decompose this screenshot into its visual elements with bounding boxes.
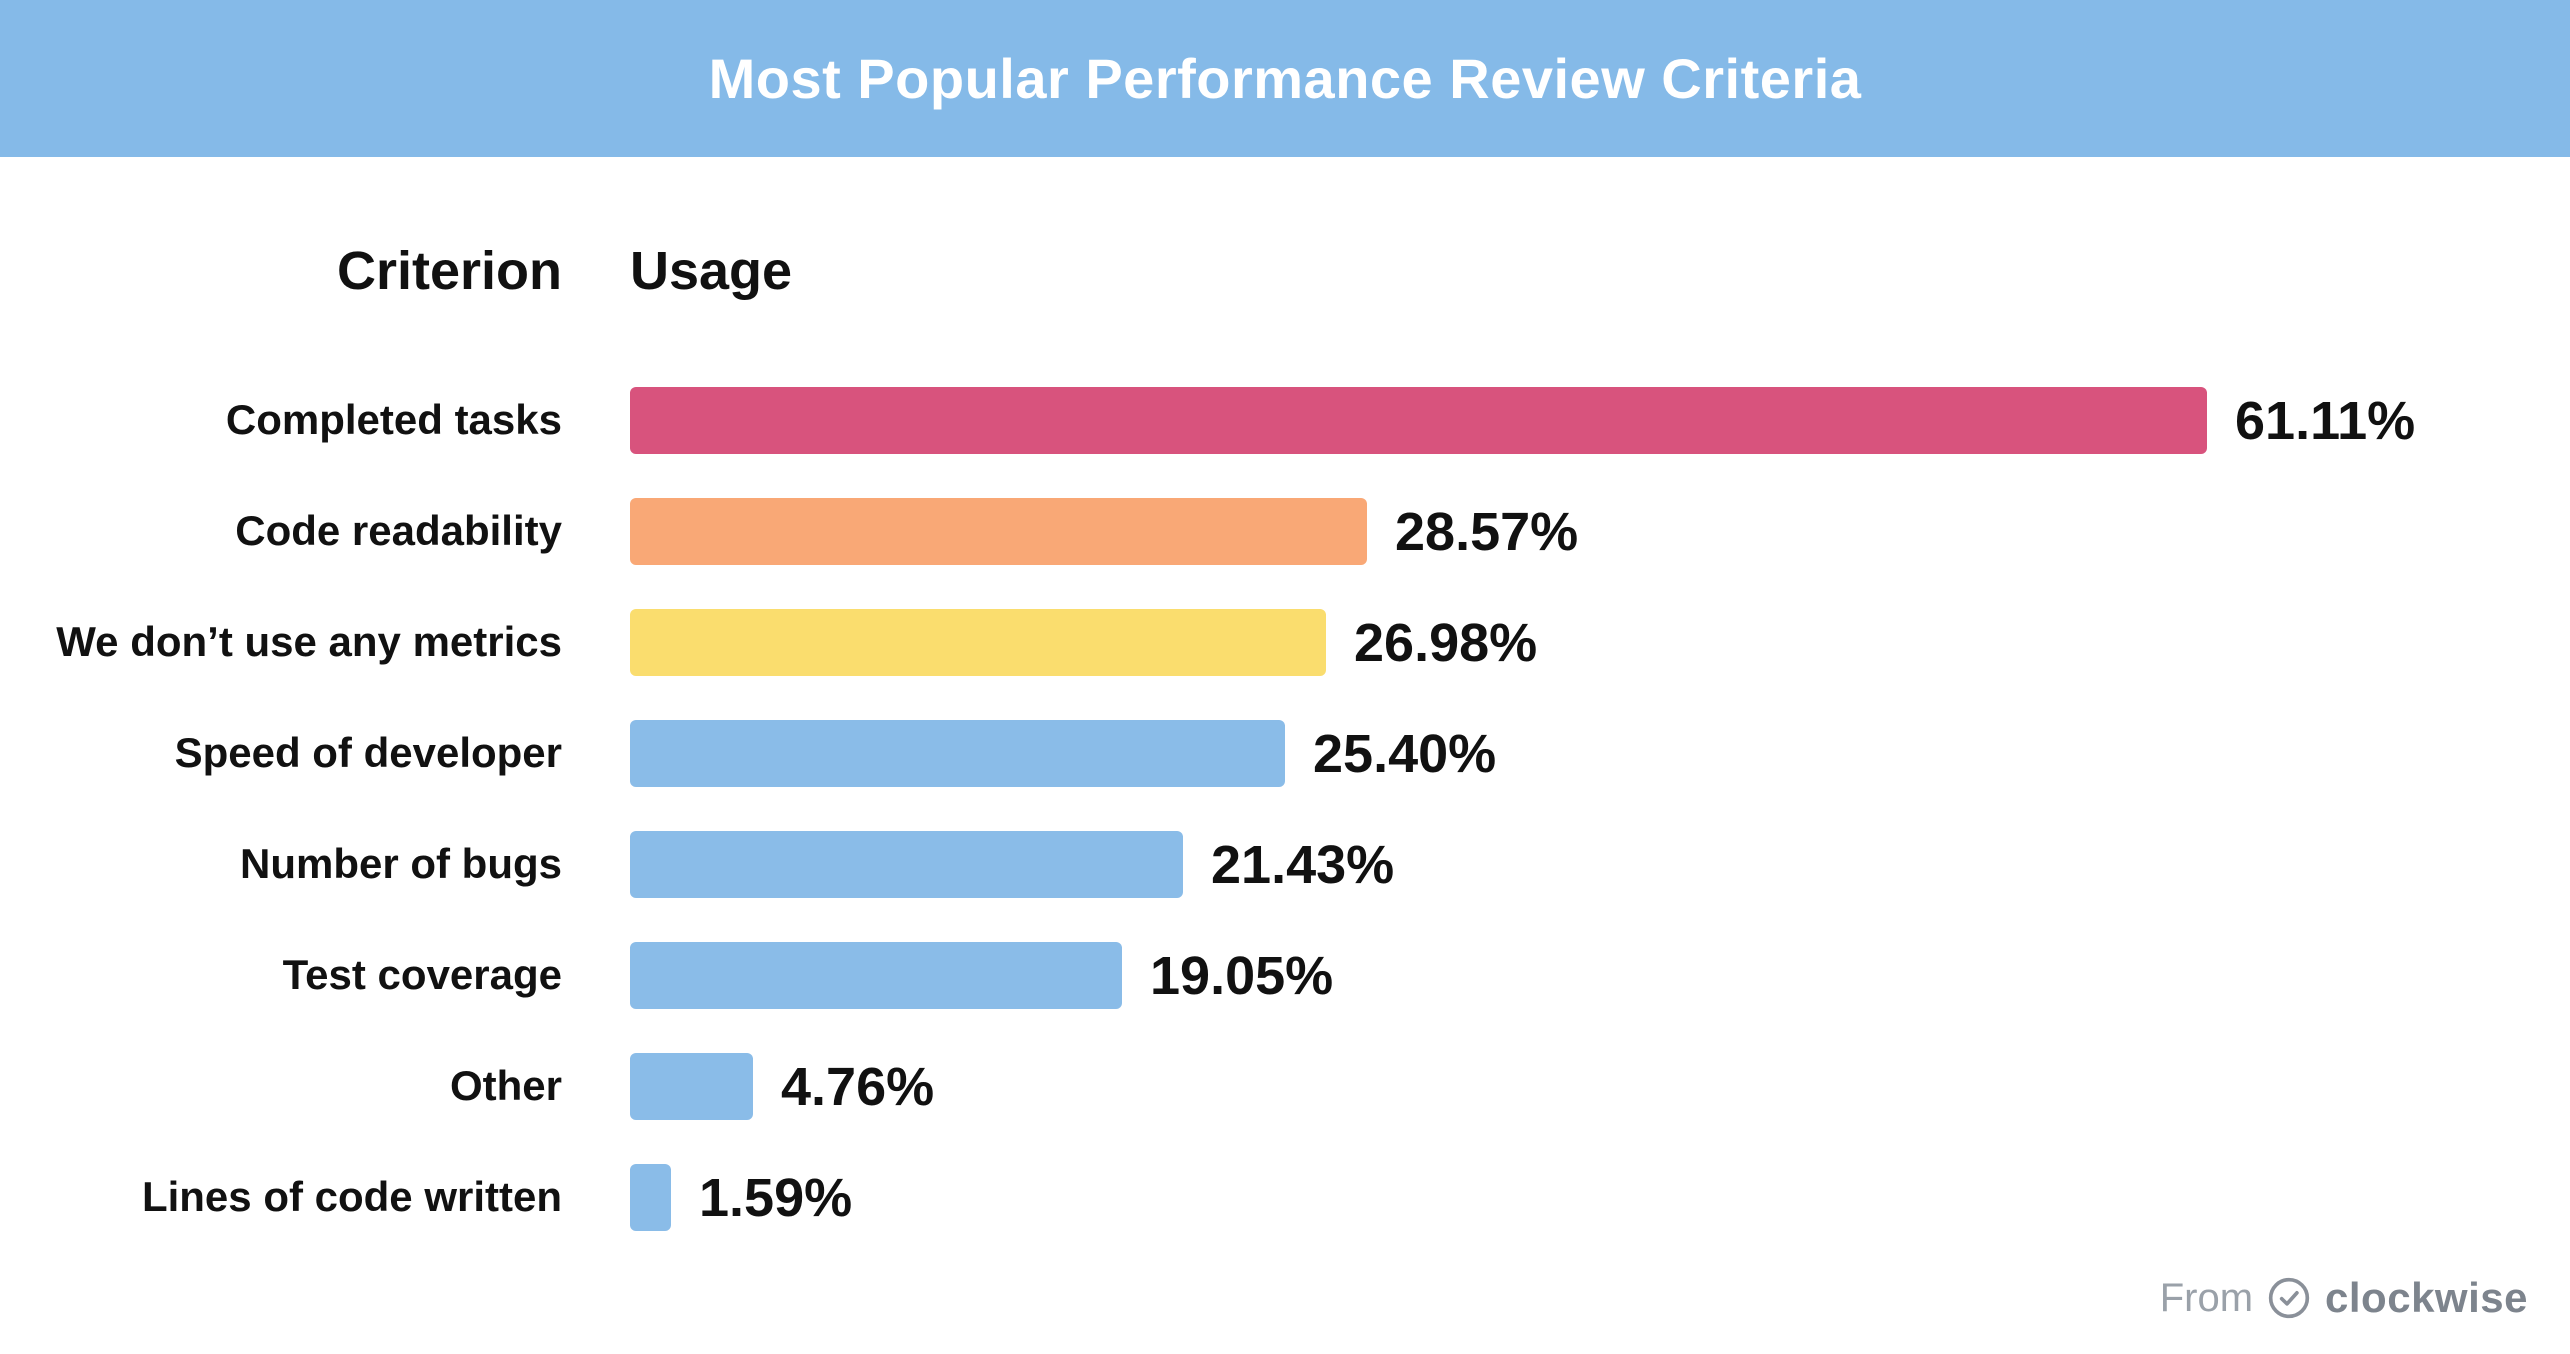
category-label: Number of bugs [240, 840, 562, 888]
value-label: 25.40% [1313, 723, 1497, 784]
bar-row: Speed of developer 25.40% [0, 698, 2570, 809]
bar-row: Completed tasks 61.11% [0, 365, 2570, 476]
bar-row: Other 4.76% [0, 1031, 2570, 1142]
clockwise-clock-check-icon [2267, 1276, 2311, 1320]
bar-area: 4.76% [630, 1053, 2570, 1120]
bar-row: Code readability 28.57% [0, 476, 2570, 587]
footer-from-label: From [2159, 1275, 2254, 1320]
category-label: Other [449, 1062, 562, 1110]
category-label: Code readability [235, 507, 562, 555]
bar-area: 25.40% [630, 720, 2570, 787]
bar [630, 720, 1285, 787]
bar-row: Test coverage 19.05% [0, 920, 2570, 1031]
value-label: 4.76% [781, 1056, 935, 1117]
bar [630, 1053, 753, 1120]
bar [630, 498, 1367, 565]
category-label: We don’t use any metrics [56, 618, 562, 666]
category-label: Completed tasks [225, 396, 562, 444]
column-header-row: Criterion Usage [0, 235, 2570, 307]
bar-row: Number of bugs 21.43% [0, 809, 2570, 920]
value-label: 28.57% [1395, 501, 1579, 562]
value-label: 26.98% [1354, 612, 1538, 673]
category-label: Test coverage [282, 951, 562, 999]
chart-title: Most Popular Performance Review Criteria [708, 47, 1862, 110]
value-label: 61.11% [2235, 390, 2416, 451]
column-header-usage: Usage [630, 241, 793, 301]
bar-area: 19.05% [630, 942, 2570, 1009]
bar-area: 1.59% [630, 1164, 2570, 1231]
header-band: Most Popular Performance Review Criteria [0, 0, 2570, 157]
column-header-criterion: Criterion [336, 241, 562, 301]
bar-area: 21.43% [630, 831, 2570, 898]
category-label: Lines of code written [141, 1173, 562, 1221]
bar-row: We don’t use any metrics 26.98% [0, 587, 2570, 698]
bar [630, 1164, 671, 1231]
bar-area: 61.11% [630, 387, 2570, 454]
bar-row: Lines of code written 1.59% [0, 1142, 2570, 1253]
footer-brand-name: clockwise [2325, 1274, 2528, 1321]
value-label: 1.59% [699, 1167, 853, 1228]
category-label: Speed of developer [174, 729, 562, 777]
bar [630, 831, 1183, 898]
bar [630, 609, 1326, 676]
footer-attribution: From clockwise [2160, 1274, 2528, 1322]
bar [630, 942, 1122, 1009]
bar-rows: Completed tasks 61.11% Code readability 28.… [0, 365, 2570, 1253]
bar [630, 387, 2207, 454]
bar-area: 26.98% [630, 609, 2570, 676]
value-label: 19.05% [1150, 945, 1334, 1006]
value-label: 21.43% [1211, 834, 1395, 895]
bar-area: 28.57% [630, 498, 2570, 565]
